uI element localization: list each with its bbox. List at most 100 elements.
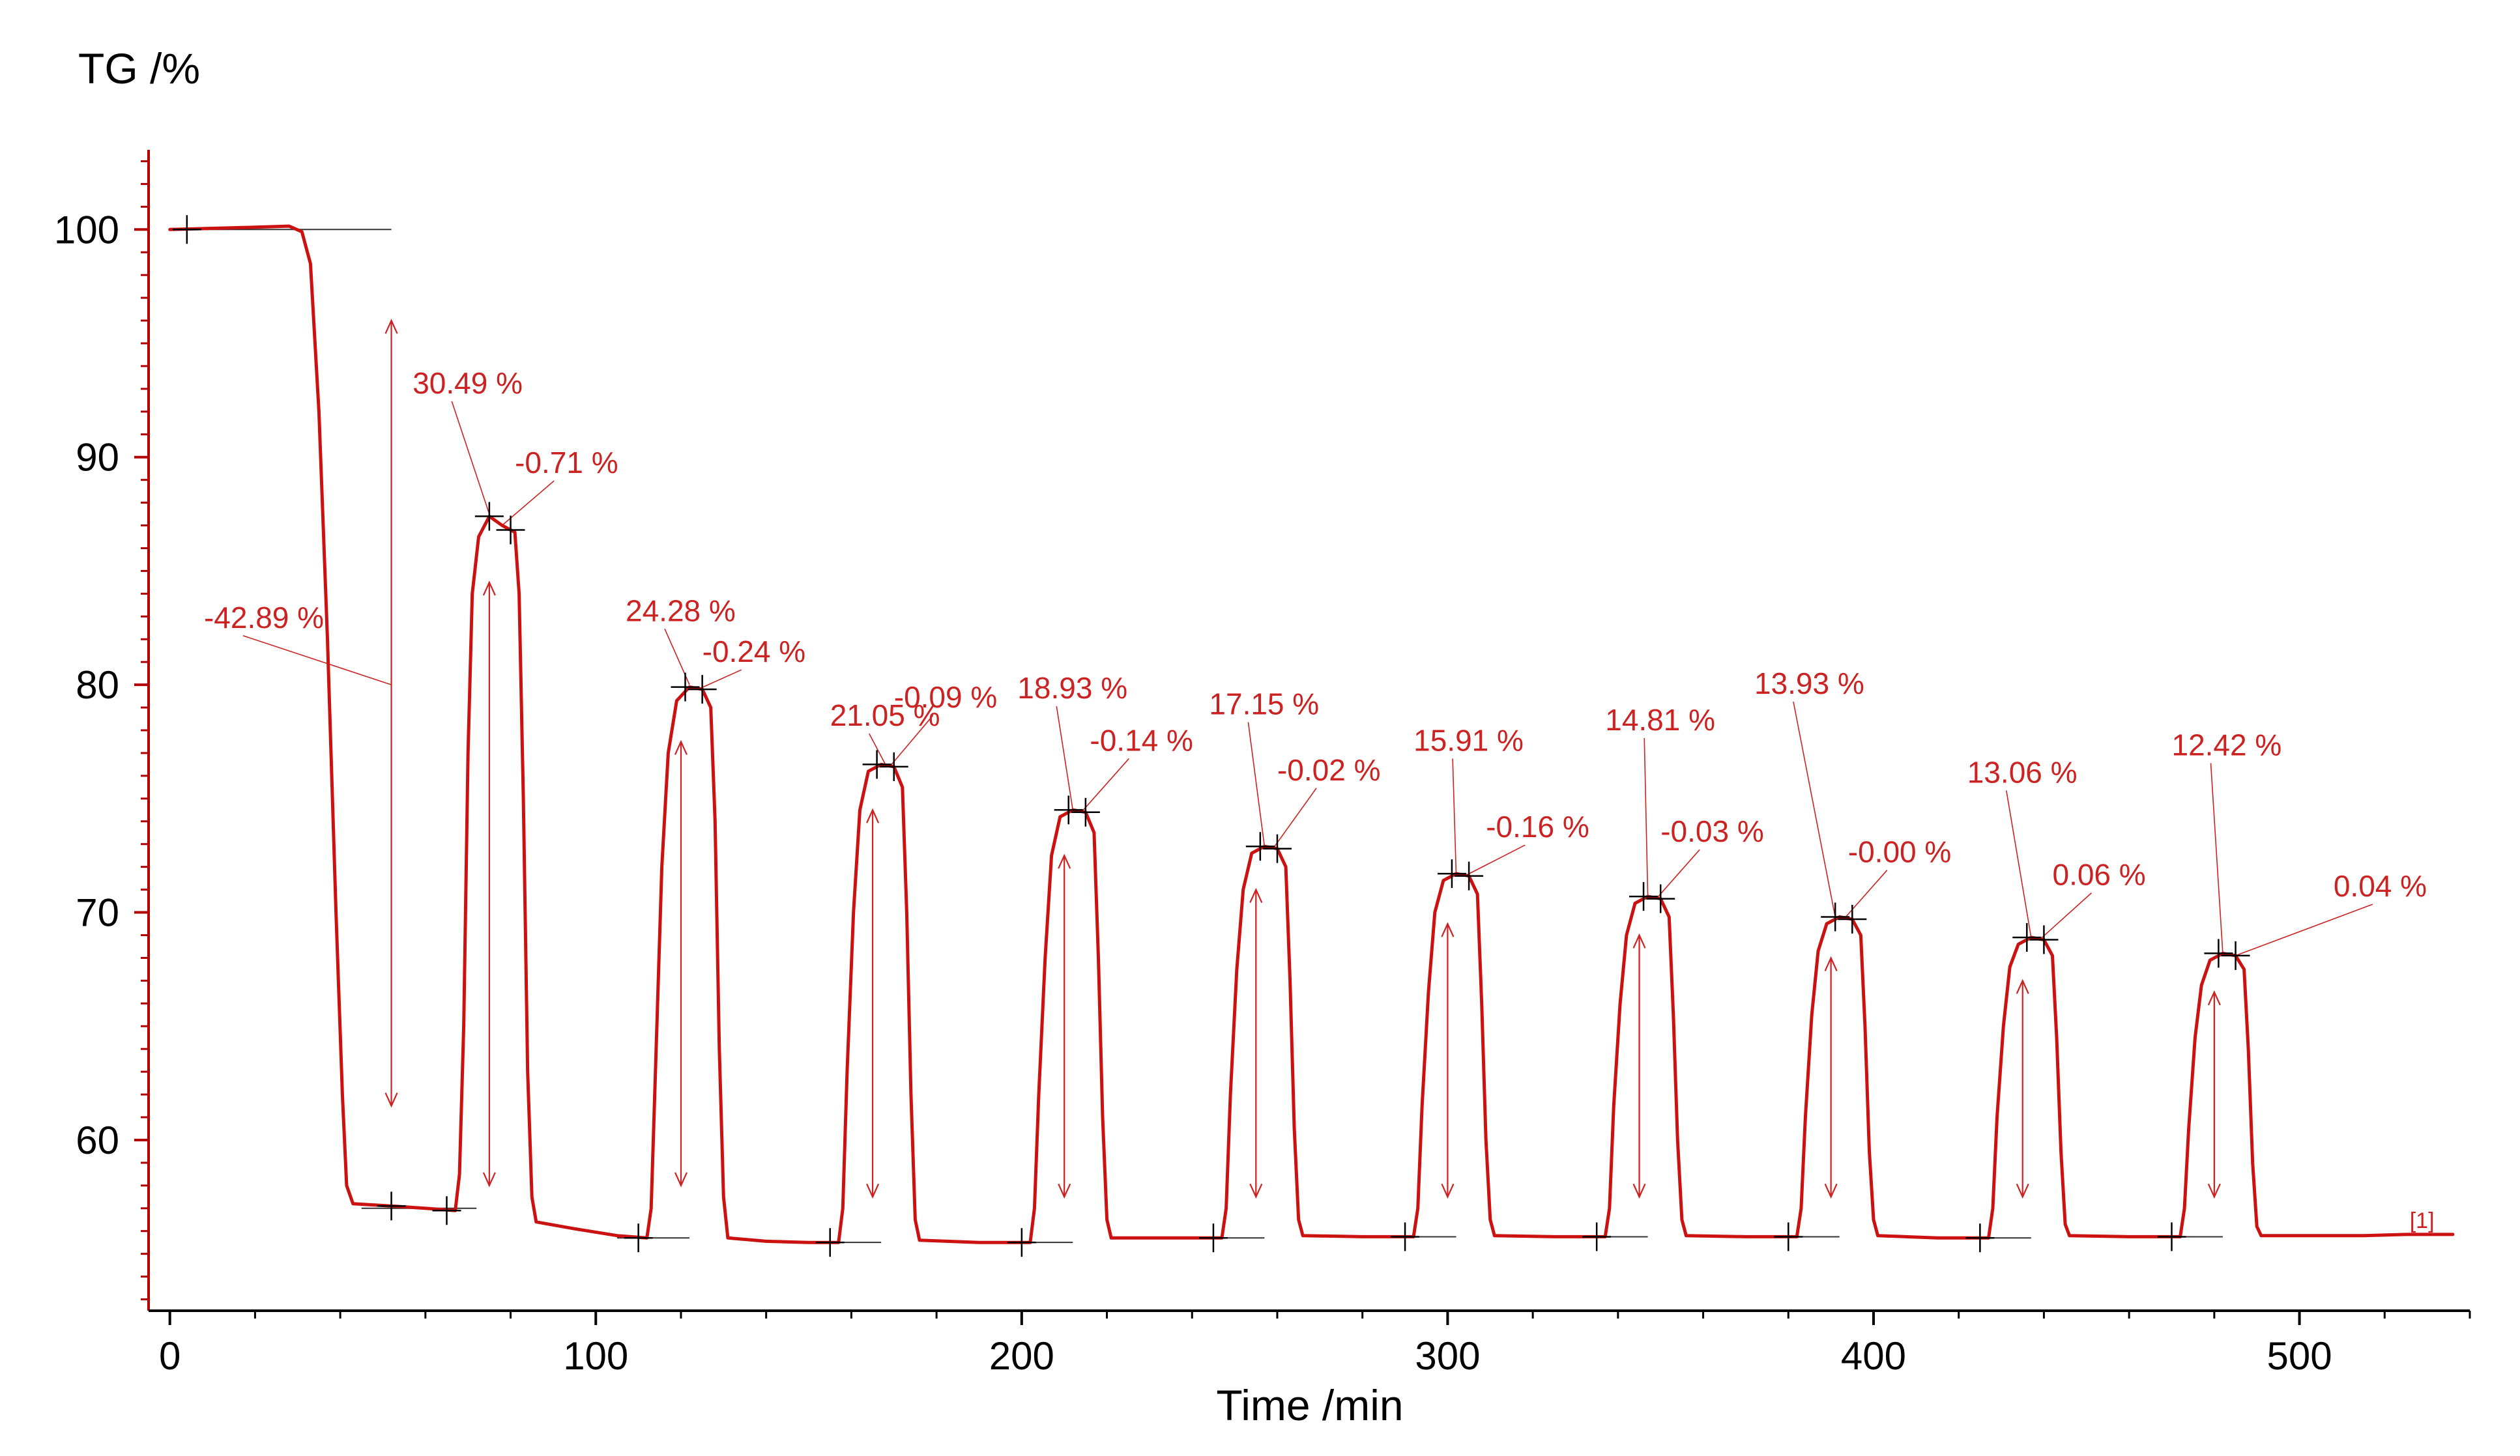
annotation-label: 0.04 %	[2334, 869, 2427, 903]
annotation-label: 24.28 %	[626, 593, 736, 627]
cross-marker	[1774, 1222, 1803, 1251]
cross-marker	[2204, 939, 2233, 968]
arrowhead	[1824, 956, 1838, 971]
arrowhead	[1249, 1183, 1263, 1199]
arrowhead	[1058, 853, 1071, 869]
annotation-label: 15.91 %	[1413, 723, 1524, 757]
cross-marker	[2157, 1222, 2186, 1251]
arrowhead	[2207, 1183, 2221, 1199]
annotation-label: -0.14 %	[1090, 723, 1193, 757]
annotation-label: -0.02 %	[1277, 753, 1381, 787]
annotation-label: 14.81 %	[1605, 703, 1715, 737]
x-tick-label: 500	[2267, 1334, 2332, 1378]
arrowhead	[866, 1183, 880, 1199]
arrowhead	[674, 1172, 688, 1188]
cross-marker	[377, 1192, 406, 1221]
cross-marker	[432, 1196, 461, 1225]
annotation-label: -0.03 %	[1660, 814, 1764, 848]
leader-line	[1080, 758, 1130, 813]
arrowhead	[1249, 887, 1263, 904]
leader-line	[451, 401, 490, 515]
leader-line	[1793, 701, 1836, 917]
leader-line	[889, 715, 934, 767]
x-tick-label: 200	[989, 1334, 1054, 1378]
y-tick-label: 100	[54, 208, 119, 251]
leader-line	[1056, 706, 1074, 810]
cross-marker	[2221, 941, 2250, 970]
x-tick-label: 300	[1415, 1334, 1480, 1378]
cross-marker	[1007, 1228, 1036, 1257]
leader-line	[1272, 788, 1317, 849]
x-tick-label: 400	[1841, 1334, 1906, 1378]
annotation-label: -0.71 %	[515, 446, 618, 479]
tg-curve	[168, 224, 2455, 1244]
leader-line	[242, 635, 392, 685]
cross-marker	[1646, 884, 1675, 913]
cross-marker	[671, 672, 700, 702]
leader-line	[697, 669, 742, 690]
annotation-label: 12.42 %	[2171, 728, 2281, 762]
cross-marker	[879, 752, 908, 781]
x-axis-title: Time /min	[1216, 1381, 1403, 1429]
arrowhead	[1441, 1183, 1455, 1199]
y-tick-label: 60	[76, 1119, 119, 1162]
x-tick-label: 100	[563, 1334, 628, 1378]
leader-line	[869, 733, 886, 765]
annotation-label: -0.00 %	[1848, 835, 1952, 869]
y-tick-label: 80	[76, 663, 119, 707]
cross-marker	[496, 515, 525, 545]
annotation-label: 0.06 %	[2052, 858, 2145, 892]
annotation-label: 18.93 %	[1017, 671, 1127, 705]
arrowhead	[1058, 1183, 1071, 1199]
arrowhead	[1824, 1183, 1838, 1199]
annotation-label: -0.24 %	[702, 635, 806, 668]
cross-marker	[1245, 832, 1275, 861]
cross-marker	[2029, 925, 2059, 954]
arrowhead	[2016, 1183, 2029, 1199]
cross-marker	[1455, 861, 1484, 891]
cross-marker	[1198, 1223, 1228, 1253]
annotation-label: 30.49 %	[413, 366, 523, 400]
arrowhead	[384, 1092, 398, 1108]
leader-line	[2039, 892, 2093, 941]
arrowhead	[1632, 1183, 1646, 1199]
arrowhead	[1632, 933, 1646, 949]
arrowhead	[384, 319, 398, 334]
leader-line	[2235, 904, 2373, 956]
leader-line	[1464, 844, 1526, 877]
annotation-label: -0.09 %	[894, 680, 998, 714]
annotation-label: -0.16 %	[1486, 810, 1589, 844]
arrowhead	[674, 739, 688, 755]
cross-marker	[172, 215, 201, 244]
cross-marker	[688, 675, 717, 704]
leader-line	[1644, 737, 1649, 897]
leader-line	[1247, 722, 1266, 847]
cross-marker	[1582, 1222, 1612, 1251]
cross-marker	[1838, 905, 1867, 934]
arrowhead	[482, 580, 496, 596]
leader-line	[2210, 763, 2223, 954]
arrowhead	[2207, 990, 2221, 1006]
leader-line	[1843, 870, 1888, 920]
annotation-label: 13.06 %	[1967, 755, 2078, 789]
cross-marker	[1821, 902, 1850, 932]
y-tick-label: 90	[76, 436, 119, 479]
cross-marker	[862, 750, 891, 779]
cross-marker	[1391, 1222, 1420, 1251]
tg-curve-group	[168, 224, 2455, 1244]
x-tick-label: 0	[159, 1334, 181, 1378]
cross-marker	[1071, 797, 1100, 827]
cross-marker	[1629, 882, 1658, 911]
cross-marker	[2012, 922, 2042, 952]
cross-marker	[1437, 859, 1466, 889]
cross-marker	[1262, 834, 1292, 863]
annotation-label: 21.05 %	[830, 698, 940, 732]
leader-line	[1452, 758, 1457, 874]
arrowhead	[866, 808, 880, 823]
leader-line	[2005, 790, 2032, 938]
cross-marker	[624, 1223, 653, 1253]
annotation-label: -42.89 %	[204, 601, 324, 635]
cross-marker	[474, 502, 504, 531]
series-tag: [1]	[2410, 1208, 2435, 1233]
annotation-label: 17.15 %	[1209, 687, 1319, 721]
